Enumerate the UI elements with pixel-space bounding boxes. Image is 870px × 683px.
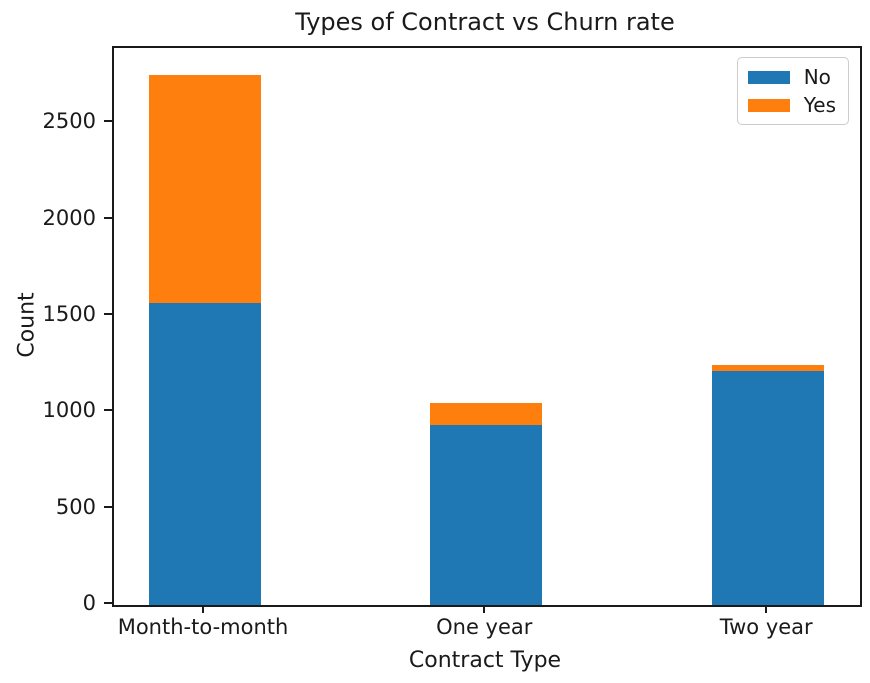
y-tick-mark	[104, 312, 112, 315]
y-tick-label: 0	[82, 591, 96, 615]
bar-stack-two-year	[712, 365, 825, 605]
y-tick-label: 1500	[42, 301, 96, 326]
y-tick-mark	[104, 602, 112, 604]
x-axis-label: Contract Type	[408, 648, 562, 673]
x-tick-label: Two year	[719, 615, 813, 639]
y-tick-mark	[104, 216, 112, 219]
x-tick-mark	[202, 605, 204, 613]
y-tick-label: 2500	[42, 109, 96, 134]
y-tick-mark	[104, 120, 112, 123]
bar-stack-month-to-month	[149, 75, 261, 605]
x-tick-mark	[765, 605, 768, 613]
bar-segment-no	[712, 370, 825, 605]
y-tick-label: 2000	[42, 205, 96, 230]
plot-area: No Yes	[112, 46, 862, 607]
legend-label: No	[803, 65, 831, 89]
legend-item-yes: Yes	[747, 93, 836, 117]
x-tick-label: One year	[436, 615, 533, 639]
bar-segment-no	[149, 303, 261, 605]
y-tick-label: 500	[55, 494, 96, 519]
y-tick-label: 1000	[42, 398, 96, 423]
bar-segment-no	[430, 424, 543, 605]
x-tick-mark	[483, 605, 486, 613]
bar-segment-yes	[149, 75, 261, 304]
bar-segment-yes	[712, 365, 825, 371]
y-tick-mark	[104, 409, 112, 412]
legend: No Yes	[736, 57, 849, 125]
y-tick-mark	[104, 505, 112, 508]
legend-item-no: No	[747, 65, 836, 89]
bar-stack-one-year	[430, 402, 543, 605]
bar-segment-yes	[430, 402, 543, 425]
legend-swatch-icon	[747, 70, 790, 84]
x-tick-label: Month-to-month	[117, 615, 289, 639]
legend-label: Yes	[803, 93, 836, 117]
chart-title: Types of Contract vs Churn rate	[295, 8, 675, 36]
legend-swatch-icon	[747, 98, 790, 112]
